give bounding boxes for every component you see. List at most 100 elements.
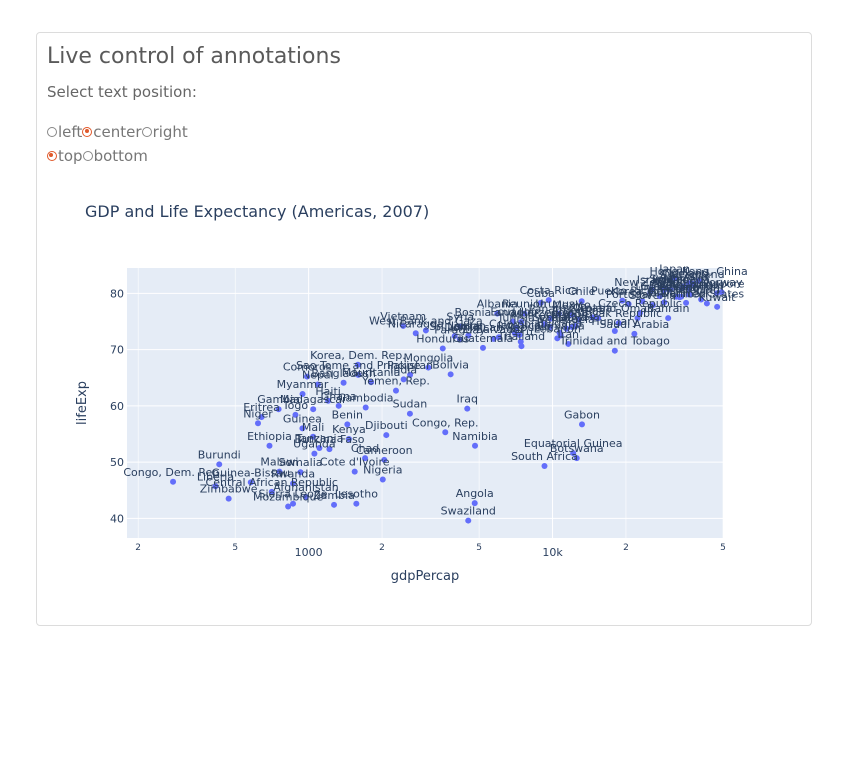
data-point[interactable] xyxy=(541,321,548,328)
data-point[interactable] xyxy=(422,327,429,334)
data-point[interactable] xyxy=(578,298,585,305)
data-point[interactable] xyxy=(362,404,369,411)
data-point[interactable] xyxy=(555,310,562,317)
data-point[interactable] xyxy=(572,322,579,329)
data-point[interactable] xyxy=(292,411,299,418)
data-point[interactable] xyxy=(465,332,472,339)
data-point[interactable] xyxy=(575,316,582,323)
data-point[interactable] xyxy=(703,300,710,307)
data-point[interactable] xyxy=(545,297,552,304)
radio-circle-icon[interactable] xyxy=(141,127,152,137)
data-point[interactable] xyxy=(578,421,585,428)
data-point[interactable] xyxy=(683,299,690,306)
data-point[interactable] xyxy=(266,442,273,449)
data-point[interactable] xyxy=(311,450,318,457)
data-point[interactable] xyxy=(667,286,674,293)
data-point[interactable] xyxy=(457,323,464,330)
data-point[interactable] xyxy=(354,361,361,368)
data-point[interactable] xyxy=(689,280,696,287)
data-point[interactable] xyxy=(714,303,721,310)
data-point[interactable] xyxy=(678,285,685,292)
data-point[interactable] xyxy=(275,406,282,413)
data-point[interactable] xyxy=(541,463,548,469)
data-point[interactable] xyxy=(661,299,668,306)
data-point[interactable] xyxy=(285,503,292,510)
data-point[interactable] xyxy=(335,402,342,409)
data-point[interactable] xyxy=(258,414,265,421)
data-point[interactable] xyxy=(247,479,254,486)
data-point[interactable] xyxy=(665,315,672,322)
radio-circle-icon[interactable] xyxy=(82,151,93,161)
data-point[interactable] xyxy=(687,291,694,298)
data-point[interactable] xyxy=(563,325,570,332)
data-point[interactable] xyxy=(331,501,338,508)
data-point[interactable] xyxy=(615,320,622,327)
data-point[interactable] xyxy=(686,286,693,293)
data-point[interactable] xyxy=(513,324,520,331)
data-point[interactable] xyxy=(647,289,654,296)
data-point[interactable] xyxy=(516,331,523,338)
data-point[interactable] xyxy=(353,500,360,507)
data-point[interactable] xyxy=(297,469,304,476)
data-point[interactable] xyxy=(170,478,177,485)
data-point[interactable] xyxy=(302,493,309,500)
data-point[interactable] xyxy=(400,322,407,329)
data-point[interactable] xyxy=(517,338,524,345)
data-point[interactable] xyxy=(325,397,332,404)
data-point[interactable] xyxy=(656,293,663,300)
data-point[interactable] xyxy=(345,436,352,442)
data-point[interactable] xyxy=(537,299,544,306)
data-point[interactable] xyxy=(299,391,306,397)
data-point[interactable] xyxy=(276,468,283,475)
data-point[interactable] xyxy=(649,302,656,309)
data-point[interactable] xyxy=(316,445,323,451)
data-point[interactable] xyxy=(625,301,632,307)
data-point[interactable] xyxy=(611,328,618,334)
data-point[interactable] xyxy=(425,364,432,371)
data-point[interactable] xyxy=(511,330,518,337)
data-point[interactable] xyxy=(636,310,643,316)
data-point[interactable] xyxy=(570,450,577,457)
radio-option-bottom[interactable]: bottom xyxy=(82,147,148,165)
radio-option-center[interactable]: center xyxy=(82,123,142,141)
data-point[interactable] xyxy=(451,333,458,340)
data-point[interactable] xyxy=(299,425,306,432)
radio-circle-icon[interactable] xyxy=(47,127,57,137)
data-point[interactable] xyxy=(314,381,321,388)
data-point[interactable] xyxy=(400,376,407,383)
data-point[interactable] xyxy=(465,517,472,524)
data-point[interactable] xyxy=(518,319,525,325)
data-point[interactable] xyxy=(310,433,317,440)
data-point[interactable] xyxy=(355,371,362,378)
data-point[interactable] xyxy=(479,344,486,351)
data-point[interactable] xyxy=(212,483,219,490)
data-point[interactable] xyxy=(379,476,386,483)
data-point[interactable] xyxy=(442,429,449,436)
radio-option-right[interactable]: right xyxy=(141,123,188,141)
data-point[interactable] xyxy=(471,500,478,507)
data-point[interactable] xyxy=(381,456,388,463)
data-point[interactable] xyxy=(634,315,641,322)
data-point[interactable] xyxy=(518,343,525,350)
data-point[interactable] xyxy=(340,379,347,386)
radio-circle-checked-icon[interactable] xyxy=(47,151,57,161)
data-point[interactable] xyxy=(225,495,232,502)
data-point[interactable] xyxy=(495,334,502,341)
data-point[interactable] xyxy=(362,455,369,462)
data-point[interactable] xyxy=(304,373,311,380)
data-point[interactable] xyxy=(456,336,463,343)
data-point[interactable] xyxy=(718,289,725,296)
data-point[interactable] xyxy=(407,371,414,378)
radio-circle-checked-icon[interactable] xyxy=(82,127,93,137)
data-point[interactable] xyxy=(383,432,390,439)
data-point[interactable] xyxy=(676,294,683,301)
data-point[interactable] xyxy=(547,324,554,331)
data-point[interactable] xyxy=(290,480,297,487)
data-point[interactable] xyxy=(490,335,497,342)
data-point[interactable] xyxy=(368,379,375,386)
data-point[interactable] xyxy=(660,287,667,294)
data-point[interactable] xyxy=(412,330,419,337)
data-point[interactable] xyxy=(619,297,626,304)
data-point[interactable] xyxy=(573,455,580,462)
data-point[interactable] xyxy=(698,296,705,303)
